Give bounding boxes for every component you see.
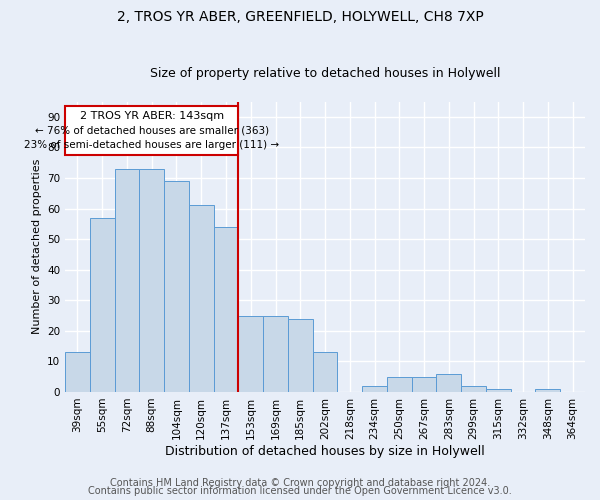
- Bar: [263, 316, 288, 392]
- Text: ← 76% of detached houses are smaller (363): ← 76% of detached houses are smaller (36…: [35, 126, 269, 136]
- Text: 2, TROS YR ABER, GREENFIELD, HOLYWELL, CH8 7XP: 2, TROS YR ABER, GREENFIELD, HOLYWELL, C…: [116, 10, 484, 24]
- Text: Contains public sector information licensed under the Open Government Licence v3: Contains public sector information licen…: [88, 486, 512, 496]
- Text: 23% of semi-detached houses are larger (111) →: 23% of semi-detached houses are larger (…: [24, 140, 279, 150]
- Title: Size of property relative to detached houses in Holywell: Size of property relative to detached ho…: [150, 66, 500, 80]
- Y-axis label: Number of detached properties: Number of detached properties: [32, 159, 41, 334]
- Bar: [139, 169, 164, 392]
- Bar: [238, 316, 263, 392]
- Bar: [90, 218, 115, 392]
- FancyBboxPatch shape: [65, 106, 238, 155]
- Bar: [288, 318, 313, 392]
- Bar: [115, 169, 139, 392]
- Bar: [189, 206, 214, 392]
- Bar: [214, 227, 238, 392]
- Bar: [65, 352, 90, 392]
- Bar: [164, 181, 189, 392]
- Text: 2 TROS YR ABER: 143sqm: 2 TROS YR ABER: 143sqm: [80, 111, 224, 121]
- Bar: [461, 386, 486, 392]
- X-axis label: Distribution of detached houses by size in Holywell: Distribution of detached houses by size …: [165, 444, 485, 458]
- Bar: [387, 376, 412, 392]
- Bar: [313, 352, 337, 392]
- Bar: [486, 389, 511, 392]
- Bar: [362, 386, 387, 392]
- Bar: [412, 376, 436, 392]
- Bar: [535, 389, 560, 392]
- Bar: [436, 374, 461, 392]
- Text: Contains HM Land Registry data © Crown copyright and database right 2024.: Contains HM Land Registry data © Crown c…: [110, 478, 490, 488]
